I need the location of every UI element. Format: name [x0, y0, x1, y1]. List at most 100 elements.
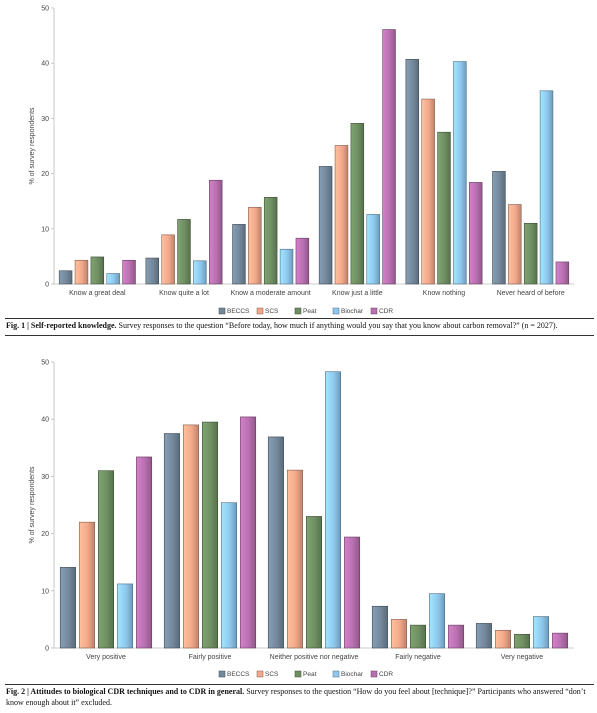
y-tick-label: 50: [41, 360, 49, 367]
bar-biochar: [117, 583, 134, 649]
x-category-label: Very positive: [86, 654, 126, 661]
y-axis-label: % of survey respondents: [29, 107, 36, 185]
x-category-label: Know a moderate amount: [231, 290, 311, 297]
bar-beccs: [475, 623, 492, 649]
y-tick-label: 30: [41, 474, 49, 481]
legend-label-cdr: CDR: [379, 308, 393, 315]
legend-label-scs: SCS: [265, 671, 279, 678]
caption-rule-top-1: [5, 318, 594, 319]
bar-beccs: [318, 166, 333, 285]
x-category-label: Know just a little: [332, 290, 383, 297]
legend-label-peat: Peat: [303, 308, 317, 315]
bar-peat: [514, 633, 530, 649]
legend-label-beccs: BECCS: [227, 671, 250, 678]
bar-biochar: [325, 371, 342, 649]
x-category-label: Neither positive nor negative: [270, 654, 359, 661]
y-tick-label: 40: [41, 417, 49, 424]
y-tick-label: 0: [45, 646, 49, 653]
bar-peat: [202, 421, 218, 649]
x-category-label: Fairly positive: [189, 654, 232, 661]
legend-label-biochar: Biochar: [341, 671, 364, 678]
bar-beccs: [232, 224, 246, 285]
y-axis-label: % of survey respondents: [29, 466, 36, 544]
bar-beccs: [145, 257, 159, 285]
figure-2-caption-label: Fig. 2 | Attitudes to biological CDR tec…: [6, 687, 245, 696]
bar-cdr: [122, 259, 136, 285]
legend-label-peat: Peat: [303, 671, 317, 678]
bar-biochar: [533, 616, 550, 649]
legend-label-cdr: CDR: [379, 671, 393, 678]
bar-scs: [421, 98, 435, 285]
knowledge-bar-chart: 0 10 20 30 40 50 % of survey respondents Know a…: [29, 6, 574, 315]
legend-label-biochar: Biochar: [341, 308, 364, 315]
y-tick-label: 10: [41, 226, 49, 233]
bar-biochar: [193, 260, 207, 285]
y-tick-label: 0: [45, 282, 49, 289]
bar-beccs: [163, 433, 180, 649]
legend-swatch-scs: [256, 307, 264, 315]
bar-beccs: [492, 171, 506, 285]
legend-swatch-scs: [256, 670, 264, 678]
bar-biochar: [539, 90, 554, 285]
y-tick-label: 50: [41, 6, 49, 13]
x-category-label: Know nothing: [423, 290, 466, 297]
caption-rule-top-2: [5, 684, 594, 685]
x-category-label: Know quite a lot: [159, 290, 209, 297]
attitudes-bar-chart: 0 10 20 30 40 50 % of survey respondents Very p…: [29, 360, 574, 678]
bar-cdr: [469, 182, 483, 285]
bar-scs: [248, 206, 262, 285]
x-category-label: Fairly negative: [395, 654, 441, 661]
bar-cdr: [448, 624, 465, 649]
bar-biochar: [429, 593, 446, 649]
bar-cdr: [552, 632, 569, 649]
bar-cdr: [382, 29, 396, 285]
bar-scs: [494, 629, 511, 649]
legend-label-beccs: BECCS: [227, 308, 250, 315]
bar-scs: [286, 469, 303, 649]
legend-label-scs: SCS: [265, 308, 279, 315]
bar-beccs: [371, 605, 388, 649]
bar-scs: [74, 259, 89, 285]
figure-2-caption: Fig. 2 | Attitudes to biological CDR tec…: [6, 687, 594, 708]
bar-scs: [508, 204, 522, 285]
legend-swatch-cdr: [370, 670, 378, 678]
legend-swatch-beccs: [218, 670, 226, 678]
legend-swatch-biochar: [332, 670, 340, 678]
bar-biochar: [279, 248, 294, 285]
bar-beccs: [405, 59, 419, 285]
bar-peat: [350, 123, 365, 285]
figure-1-caption-label: Fig. 1 | Self-reported knowledge.: [6, 321, 117, 330]
bar-beccs: [58, 270, 73, 285]
y-tick-label: 20: [41, 171, 49, 178]
legend-swatch-peat: [294, 670, 302, 678]
bar-scs: [334, 145, 349, 285]
y-tick-label: 20: [41, 531, 49, 538]
y-tick-label: 40: [41, 61, 49, 68]
figure-1-caption: Fig. 1 | Self-reported knowledge. Survey…: [6, 321, 594, 332]
bar-peat: [437, 131, 451, 285]
legend-swatch-beccs: [218, 307, 226, 315]
bar-scs: [161, 234, 175, 285]
bar-peat: [410, 624, 426, 649]
x-category-label: Never heard of before: [497, 290, 565, 297]
x-category-label: Know a great deal: [69, 290, 126, 297]
bar-peat: [98, 470, 114, 649]
legend-swatch-peat: [294, 307, 302, 315]
legend-swatch-biochar: [332, 307, 340, 315]
legend-swatch-cdr: [370, 307, 378, 315]
bar-peat: [523, 222, 538, 285]
bar-scs: [78, 521, 95, 649]
bar-cdr: [209, 179, 223, 285]
bar-cdr: [295, 237, 310, 285]
bar-peat: [177, 219, 191, 285]
bar-beccs: [267, 436, 284, 649]
y-tick-label: 10: [41, 588, 49, 595]
caption-rule-bottom-1: [5, 335, 594, 336]
bar-cdr: [344, 536, 361, 649]
bar-beccs: [59, 567, 76, 649]
figure-2-caption-text: Survey responses to the question “How do…: [6, 687, 586, 707]
bar-scs: [182, 424, 199, 649]
y-tick-label: 30: [41, 116, 49, 123]
bar-biochar: [366, 214, 380, 285]
bar-biochar: [221, 502, 238, 649]
